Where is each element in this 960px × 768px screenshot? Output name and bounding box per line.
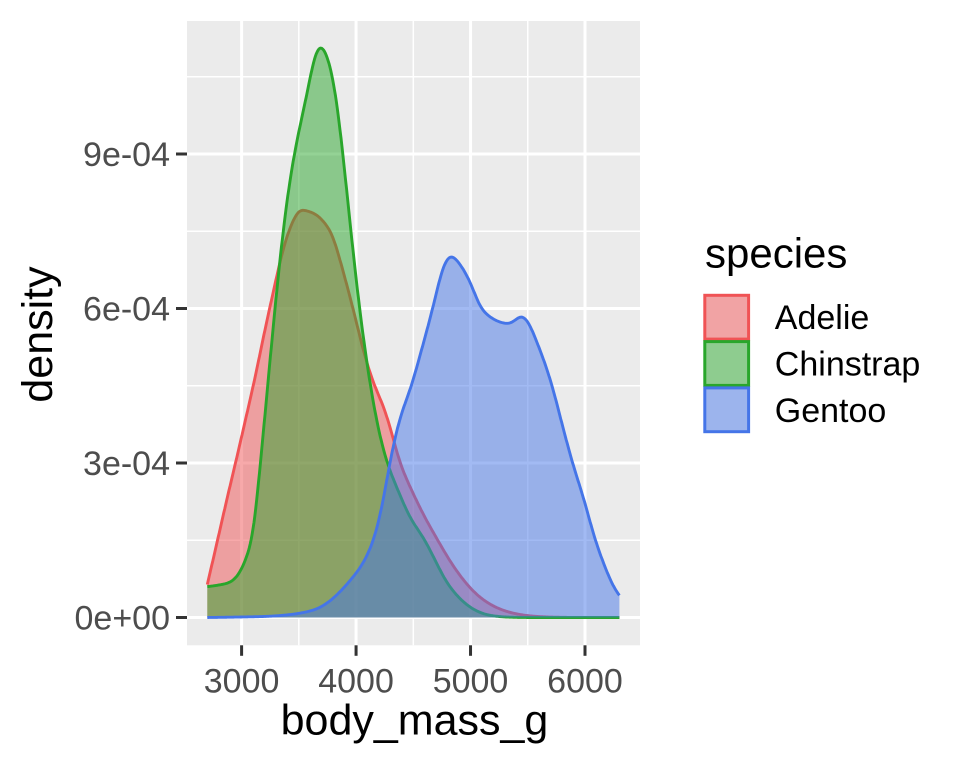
svg-text:Chinstrap: Chinstrap: [775, 346, 921, 384]
svg-text:6e-04: 6e-04: [83, 291, 170, 329]
svg-text:Adelie: Adelie: [775, 299, 870, 337]
svg-text:3e-04: 3e-04: [83, 445, 170, 483]
svg-text:body_mass_g: body_mass_g: [281, 697, 549, 745]
svg-text:Gentoo: Gentoo: [775, 392, 887, 430]
svg-text:5000: 5000: [433, 662, 509, 700]
svg-text:4000: 4000: [318, 662, 394, 700]
svg-text:3000: 3000: [204, 662, 280, 700]
svg-text:6000: 6000: [547, 662, 623, 700]
svg-text:9e-04: 9e-04: [83, 136, 170, 174]
svg-text:species: species: [705, 230, 847, 277]
svg-text:density: density: [14, 266, 62, 403]
svg-text:0e+00: 0e+00: [75, 600, 171, 638]
